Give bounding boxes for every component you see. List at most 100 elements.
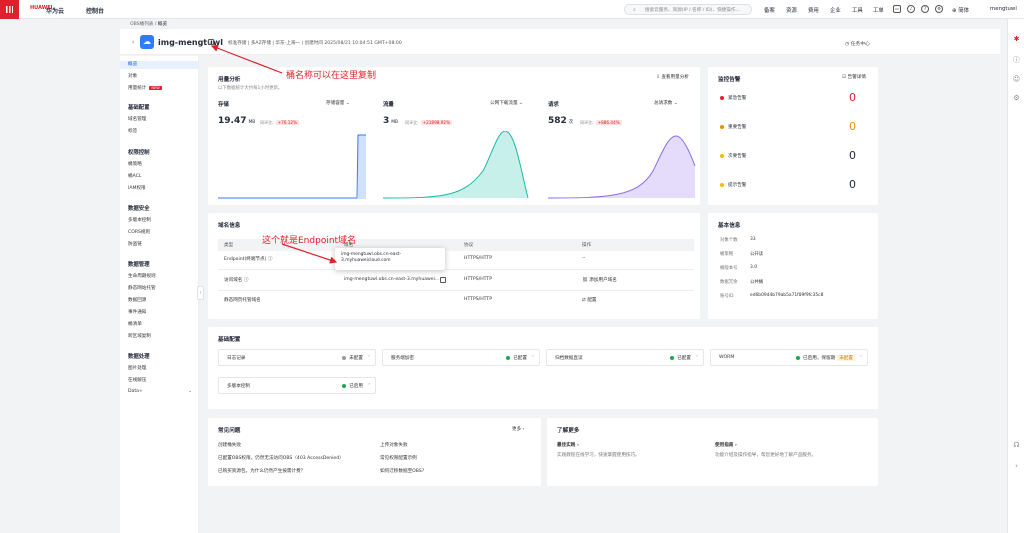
sidebar-item-iam[interactable]: IAM权限	[128, 186, 146, 191]
basic-row-objects: 33 对象个数	[720, 237, 756, 243]
menu-enterprise[interactable]: 企业	[830, 8, 841, 14]
sidebar-item-lifecycle[interactable]: 生命周期规则	[128, 274, 156, 279]
faq-item[interactable]: 已配置OBS权限，仍然无法访问OBS（403 AccessDenied）	[218, 456, 344, 461]
sidebar-item-event-notify[interactable]: 事件通知	[128, 310, 147, 315]
basic-value: 公开读	[750, 252, 764, 257]
faq-item[interactable]: 常见权限配置示例	[380, 456, 417, 461]
sidebar-item-domain[interactable]: 域名管理	[128, 117, 147, 122]
basic-config-card: 基础配置 日志记录 未配置 › 服务端加密 已配置 › 归档数据直读 已配置 › WORM 已…	[208, 327, 878, 409]
sidebar-collapse-toggle[interactable]: ‹	[197, 286, 204, 300]
status-dot	[720, 124, 724, 129]
add-user-domain-link[interactable]: ⛓ 添加用户域名	[582, 278, 617, 283]
best-practice-link[interactable]: 最佳实践 ›	[557, 443, 579, 448]
sidebar-item-bucket-policy[interactable]: 桶策略	[128, 162, 142, 167]
language-switcher[interactable]: ⊕ 简体	[952, 8, 970, 14]
user-account[interactable]: mengtuwl	[990, 6, 1017, 12]
status-dot	[720, 182, 724, 187]
console-link[interactable]: 控制台	[86, 8, 105, 15]
menu-beian[interactable]: 备案	[764, 8, 775, 14]
service-grid-icon[interactable]	[0, 0, 19, 19]
sidebar-item-overview[interactable]: 概览	[120, 61, 198, 69]
requests-select[interactable]: 总请求数 ⌄	[654, 101, 678, 106]
endpoint-tooltip: img-mengtuwl.obs.cn-east-3.myhuaweicloud…	[335, 248, 445, 270]
sidebar-group-processing: 数据处理	[128, 354, 150, 360]
headset-support-icon[interactable]: ☊	[1013, 441, 1020, 449]
config-versioning[interactable]: 多版本控制 已启用 ›	[218, 377, 376, 394]
config-title: 基础配置	[218, 337, 241, 343]
sidebar-item-back-to-source[interactable]: 数据回源	[128, 298, 147, 303]
breadcrumb-current: 概览	[157, 22, 168, 27]
basic-value: 3.0	[750, 265, 757, 270]
bucket-name: img-mengtuwl	[158, 38, 223, 47]
chevron-down-icon: ⌄	[188, 389, 192, 394]
back-arrow-icon[interactable]: ‹	[132, 39, 135, 46]
user-guide-link[interactable]: 使用指南 ›	[715, 443, 737, 448]
sidebar-item-image-processing[interactable]: 图片处理	[128, 366, 147, 371]
sidebar-item-replication[interactable]: 跨区域复制	[128, 334, 151, 339]
sidebar-item-tags[interactable]: 标签	[128, 129, 138, 134]
sidebar-item-dataplus[interactable]: Data+ ⌄	[128, 389, 192, 394]
sidebar-item-decompress[interactable]: 在线解压	[128, 378, 147, 383]
task-center-link[interactable]: ◷ 任务中心	[845, 42, 870, 47]
feedback-icon[interactable]: ▭	[893, 5, 901, 13]
requests-sparkline	[548, 135, 696, 199]
sidebar-item-cors[interactable]: CORS规则	[128, 230, 151, 235]
col-type: 类型	[224, 243, 234, 248]
faq-title: 常见问题	[218, 428, 241, 434]
settings-icon[interactable]: ⚙	[935, 5, 943, 13]
sidebar-item-hotlink[interactable]: 防盗链	[128, 242, 142, 247]
faq-item[interactable]: 已购买资源包，为什么仍然产生按需计费？	[218, 469, 306, 474]
config-worm[interactable]: WORM 已启用，保留期 未配置 ›	[710, 349, 868, 366]
storage-sparkline	[218, 134, 366, 199]
alarm-detail-link[interactable]: ☑ 告警详情	[842, 75, 866, 80]
row-static-protocol: HTTPS/HTTP	[464, 297, 492, 302]
bucket-meta: 标准存储 | 多AZ存储 | 华东-上海一 | 创建时间 2025/08/21 …	[228, 41, 402, 46]
sidebar-item-usage[interactable]: 用量统计 NEW	[128, 86, 162, 91]
alarm-row-info: 提示告警 0	[720, 178, 860, 200]
row-divider	[218, 290, 694, 291]
sidebar-item-bucket-acl[interactable]: 桶ACL	[128, 174, 142, 179]
info-circle-icon[interactable]: ⓘ	[267, 257, 273, 262]
sidebar-item-objects[interactable]: 对象	[128, 74, 138, 79]
menu-resources[interactable]: 资源	[786, 8, 797, 14]
config-archive-read[interactable]: 归档数据直读 已配置 ›	[546, 349, 704, 366]
chevron-right-icon[interactable]: ›	[1015, 462, 1018, 470]
copy-icon[interactable]	[208, 39, 214, 45]
help-circle-icon[interactable]: ⓘ	[1013, 56, 1020, 64]
sidebar-group-data-mgmt: 数据管理	[128, 262, 150, 268]
faq-item[interactable]: 如何迁移数据至OBS?	[380, 469, 425, 474]
brand-name[interactable]: 华为云	[46, 8, 65, 15]
help-icon[interactable]: ?	[921, 5, 929, 13]
config-encryption[interactable]: 服务端加密 已配置 ›	[382, 349, 540, 366]
ai-assistant-icon[interactable]: ✱	[1013, 35, 1020, 43]
storage-select[interactable]: 存储容量 ⌄	[326, 101, 350, 106]
usage-title: 用量分析	[218, 77, 241, 83]
sidebar-item-inventory[interactable]: 桶清单	[128, 322, 142, 327]
top-nav-bar: HUAWEI 华为云 控制台 ⌕ 搜索云服务、资源(IP / 名称 / ID)、快…	[0, 0, 1024, 19]
faq-item[interactable]: 上传对象失败	[380, 443, 408, 448]
menu-tools[interactable]: 工具	[852, 8, 863, 14]
faq-more-link[interactable]: 更多 ›	[512, 427, 525, 432]
faq-item[interactable]: 创建桶失败	[218, 443, 241, 448]
info-circle-icon[interactable]: ⓘ	[243, 278, 249, 283]
menu-tickets[interactable]: 工单	[873, 8, 884, 14]
sidebar-item-versioning[interactable]: 多版本控制	[128, 218, 151, 223]
global-search-input[interactable]: ⌕ 搜索云服务、资源(IP / 名称 / ID)、快捷操作...	[624, 4, 752, 15]
breadcrumb-bucket-list[interactable]: OBS桶列表	[130, 22, 154, 27]
configure-link[interactable]: ⇄ 配置	[582, 298, 597, 303]
row-endpoint-protocol: HTTPS/HTTP	[464, 256, 492, 261]
status-dot	[720, 95, 724, 100]
notification-bell-icon[interactable]: ♪	[907, 5, 915, 13]
sidebar-item-static-website[interactable]: 静态网站托管	[128, 286, 156, 291]
huawei-logo: HUAWEI	[30, 5, 53, 11]
gear-icon[interactable]: ⚙	[1013, 94, 1020, 102]
traffic-select[interactable]: 公网下载流量 ⌄	[490, 101, 523, 106]
usage-analysis-link[interactable]: ⇩ 查看用量分析	[656, 75, 689, 80]
smile-feedback-icon[interactable]: ☺	[1012, 75, 1021, 83]
alarm-row-critical: 紧急告警 0	[720, 91, 860, 113]
learn-title: 了解更多	[557, 428, 580, 434]
config-logging[interactable]: 日志记录 未配置 ›	[218, 349, 376, 366]
menu-billing[interactable]: 费用	[808, 8, 819, 14]
copy-icon[interactable]	[440, 277, 446, 283]
alarm-row-major: 重要告警 0	[720, 120, 860, 142]
